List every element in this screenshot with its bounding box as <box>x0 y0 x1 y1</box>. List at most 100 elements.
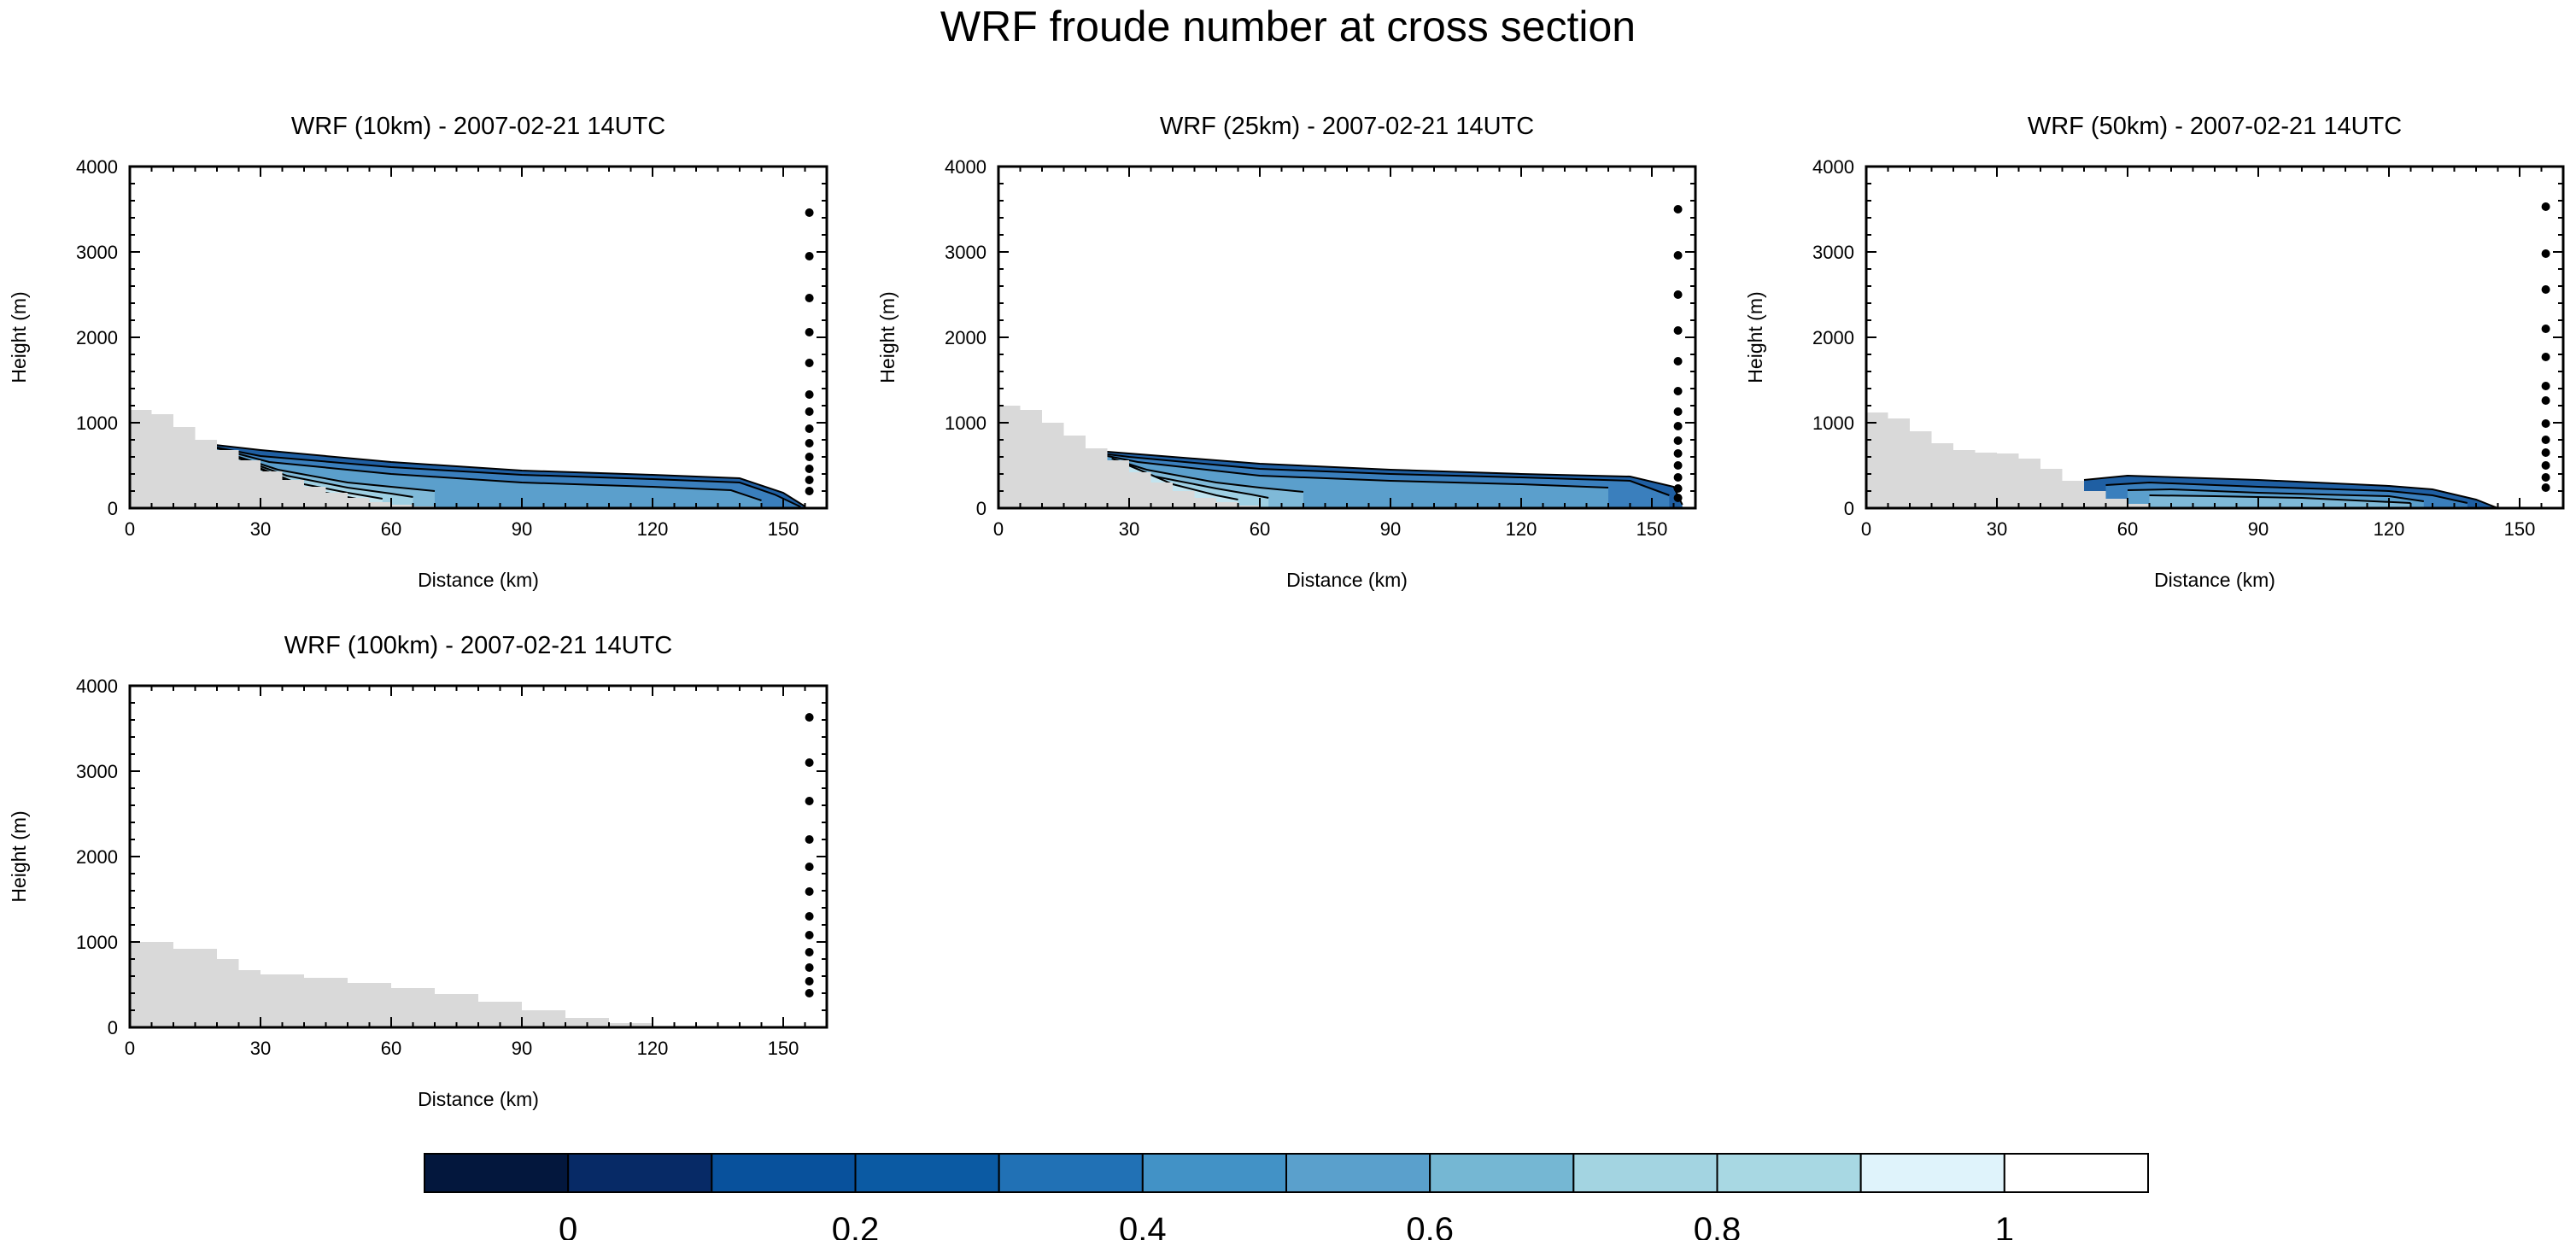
contour-line <box>2127 488 2424 502</box>
figure-title: WRF froude number at cross section <box>940 3 1636 50</box>
profile-point <box>805 887 814 896</box>
profile-point <box>1673 357 1683 366</box>
profile-point <box>805 835 814 844</box>
y-tick-label: 1000 <box>76 412 118 434</box>
terrain-shading <box>130 942 653 1027</box>
x-tick-label: 60 <box>1250 518 1270 540</box>
y-tick-label: 4000 <box>945 156 986 178</box>
colorbar-box <box>1716 1153 1862 1193</box>
plot-area <box>1866 202 2550 508</box>
profile-point <box>805 252 814 260</box>
plot-area <box>130 208 814 508</box>
profile-point <box>1673 436 1683 445</box>
profile-point <box>1673 449 1683 458</box>
x-axis-label: Distance (km) <box>2154 569 2275 591</box>
y-tick-label: 4000 <box>76 156 118 178</box>
colorbar-box <box>1285 1153 1431 1193</box>
profile-point <box>805 487 814 495</box>
panel-title: WRF (25km) - 2007-02-21 14UTC <box>1160 113 1534 140</box>
x-tick-label: 30 <box>1119 518 1139 540</box>
profile-point <box>2541 353 2550 361</box>
y-axis-label: Height (m) <box>1744 291 1766 383</box>
x-axis-label: Distance (km) <box>1286 569 1408 591</box>
terrain-shading <box>1866 412 2171 508</box>
profile-point <box>1673 407 1683 416</box>
profile-point <box>2541 419 2550 428</box>
profile-point <box>1673 494 1683 502</box>
profile-point <box>2541 325 2550 333</box>
y-tick-label: 1000 <box>945 412 986 434</box>
profile-point <box>1673 251 1683 260</box>
profile-point <box>805 758 814 767</box>
plot-area <box>130 713 814 1027</box>
profile-point <box>805 465 814 473</box>
plot-area <box>998 205 1683 508</box>
contour-line <box>2149 494 2411 504</box>
colorbar-box <box>424 1153 570 1193</box>
y-tick-label: 1000 <box>76 932 118 953</box>
x-tick-label: 60 <box>381 1038 401 1059</box>
contour-line <box>1094 452 1670 496</box>
x-tick-label: 60 <box>381 518 401 540</box>
profile-point <box>805 863 814 871</box>
panel-4: 0 30 60 90 120 150 0 1000 2000 3000 4000 WRF (100km… <box>8 632 828 1110</box>
contour-line <box>216 447 762 501</box>
contour-line <box>2083 474 2498 508</box>
profile-point <box>805 476 814 484</box>
x-tick-label: 90 <box>512 1038 532 1059</box>
profile-point <box>2541 382 2550 390</box>
profile-point <box>1673 422 1683 430</box>
x-tick-label: 0 <box>1861 518 1871 540</box>
x-tick-label: 0 <box>125 1038 135 1059</box>
x-tick-label: 90 <box>2248 518 2269 540</box>
panel-title: WRF (100km) - 2007-02-21 14UTC <box>284 632 672 659</box>
x-tick-label: 150 <box>1636 518 1668 540</box>
y-tick-label: 0 <box>108 498 118 519</box>
y-tick-label: 4000 <box>1812 156 1854 178</box>
colorbar-box <box>854 1153 1000 1193</box>
profile-point <box>805 931 814 939</box>
contour-line <box>1111 458 1304 493</box>
colorbar-box <box>2003 1153 2149 1193</box>
profile-point <box>1673 290 1683 299</box>
profile-point <box>805 453 814 461</box>
profile-point <box>1673 473 1683 482</box>
panel-title: WRF (50km) - 2007-02-21 14UTC <box>2028 113 2402 140</box>
profile-point <box>805 797 814 805</box>
profile-point <box>805 390 814 399</box>
colorbar-box <box>1429 1153 1575 1193</box>
colorbar: 0 0.2 0.4 0.6 0.8 1 <box>424 1153 2149 1240</box>
y-tick-label: 0 <box>976 498 986 519</box>
profile-point <box>2541 483 2550 492</box>
x-tick-label: 150 <box>768 1038 799 1059</box>
profile-point <box>805 963 814 972</box>
contour-line <box>1085 449 1683 506</box>
profile-point <box>1673 326 1683 335</box>
colorbar-box <box>1141 1153 1288 1193</box>
y-tick-label: 2000 <box>945 327 986 348</box>
profile-point <box>2541 285 2550 294</box>
terrain-shading <box>998 406 1303 508</box>
colorbar-box <box>711 1153 857 1193</box>
profile-point <box>805 294 814 302</box>
colorbar-label: 0.6 <box>1406 1211 1454 1240</box>
panel-3: 0 30 60 90 120 150 0 1000 2000 3000 4000 WRF (50km)… <box>1744 113 2565 591</box>
y-axis-label: Height (m) <box>876 291 899 383</box>
profile-point <box>805 424 814 433</box>
x-tick-label: 150 <box>768 518 799 540</box>
profile-point <box>2541 202 2550 211</box>
colorbar-box <box>998 1153 1144 1193</box>
x-axis-label: Distance (km) <box>418 1088 539 1110</box>
profile-point <box>2541 473 2550 482</box>
profile-point <box>1673 387 1683 395</box>
y-tick-label: 0 <box>108 1017 118 1038</box>
contour-line <box>199 442 806 507</box>
profile-point <box>805 439 814 447</box>
profile-point <box>2541 436 2550 444</box>
profile-point <box>2541 249 2550 258</box>
x-tick-label: 120 <box>2374 518 2405 540</box>
profile-point <box>805 208 814 217</box>
profile-point <box>805 948 814 956</box>
